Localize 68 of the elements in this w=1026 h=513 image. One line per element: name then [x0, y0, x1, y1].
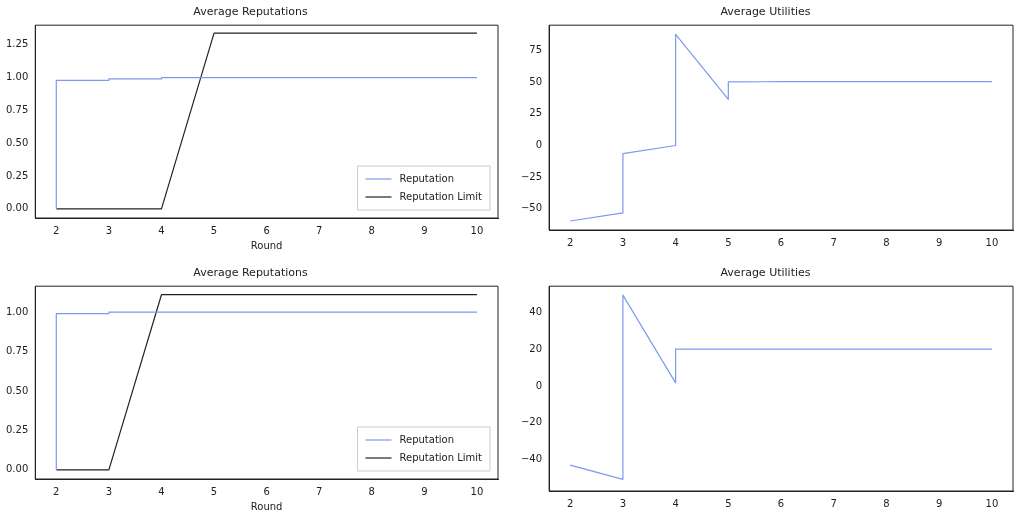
x-tick-label: 7 [830, 236, 837, 248]
legend-label: Reputation [399, 433, 455, 445]
y-tick-label: 0.50 [6, 136, 29, 148]
legend-label: Reputation Limit [399, 190, 483, 202]
chart-title: Average Reputations [193, 265, 308, 279]
x-tick-label: 10 [985, 236, 999, 248]
y-tick-label: −20 [520, 415, 543, 427]
x-tick-label: 3 [105, 224, 113, 236]
x-tick-label: 10 [470, 485, 484, 497]
y-tick-label: 20 [529, 342, 543, 354]
x-tick-label: 4 [672, 236, 679, 248]
y-tick-label: 40 [529, 305, 543, 317]
chart-title: Average Utilities [720, 265, 811, 279]
legend-label: Reputation [399, 172, 455, 184]
y-tick-label: 0.25 [6, 169, 29, 181]
x-tick-label: 8 [368, 224, 375, 236]
x-tick-label: 7 [316, 485, 323, 497]
x-axis-title: Round [250, 239, 283, 251]
x-tick-label: 7 [316, 224, 323, 236]
x-tick-label: 5 [210, 224, 218, 236]
x-tick-label: 3 [105, 485, 113, 497]
y-tick-label: 0 [535, 139, 543, 151]
x-tick-label: 9 [421, 485, 428, 497]
x-tick-label: 6 [777, 497, 785, 509]
x-tick-label: 10 [470, 224, 484, 236]
x-tick-label: 2 [53, 485, 60, 497]
y-tick-label: −25 [520, 170, 543, 182]
y-tick-label: 50 [529, 75, 543, 87]
y-tick-label: 0 [535, 379, 543, 391]
x-tick-label: 8 [368, 485, 375, 497]
x-tick-label: 2 [567, 236, 574, 248]
x-tick-label: 5 [725, 497, 732, 509]
x-tick-label: 6 [777, 236, 785, 248]
chart-title: Average Reputations [193, 5, 308, 19]
y-tick-label: 1.00 [6, 71, 29, 83]
x-tick-label: 5 [725, 236, 732, 248]
y-tick-label: 0.75 [6, 104, 29, 116]
x-tick-label: 9 [936, 236, 943, 248]
x-tick-label: 8 [883, 497, 890, 509]
x-tick-label: 8 [883, 236, 890, 248]
y-tick-label: 0.50 [6, 384, 29, 396]
y-tick-label: −40 [520, 452, 543, 464]
x-tick-label: 4 [672, 497, 679, 509]
y-tick-label: 0.75 [6, 344, 29, 356]
x-tick-label: 10 [985, 497, 999, 509]
legend-label: Reputation Limit [399, 451, 483, 463]
y-tick-label: 0.00 [6, 462, 29, 474]
x-tick-label: 2 [53, 224, 60, 236]
y-tick-label: 0.25 [6, 423, 29, 435]
x-tick-label: 4 [158, 485, 165, 497]
y-tick-label: −50 [520, 202, 543, 214]
x-tick-label: 6 [263, 485, 270, 497]
y-tick-label: 1.25 [6, 38, 29, 50]
chart-title: Average Utilities [720, 5, 811, 19]
y-tick-label: 25 [529, 107, 543, 119]
x-tick-label: 7 [830, 497, 837, 509]
x-tick-label: 6 [263, 224, 270, 236]
x-tick-label: 4 [158, 224, 165, 236]
y-tick-label: 0.00 [6, 202, 29, 214]
x-tick-label: 3 [619, 497, 627, 509]
x-tick-label: 2 [567, 497, 574, 509]
x-tick-label: 9 [936, 497, 943, 509]
x-tick-label: 3 [619, 236, 627, 248]
y-tick-label: 1.00 [6, 305, 29, 317]
x-tick-label: 5 [210, 485, 218, 497]
y-tick-label: 75 [529, 44, 543, 56]
x-tick-label: 9 [421, 224, 428, 236]
x-axis-title: Round [250, 500, 283, 512]
